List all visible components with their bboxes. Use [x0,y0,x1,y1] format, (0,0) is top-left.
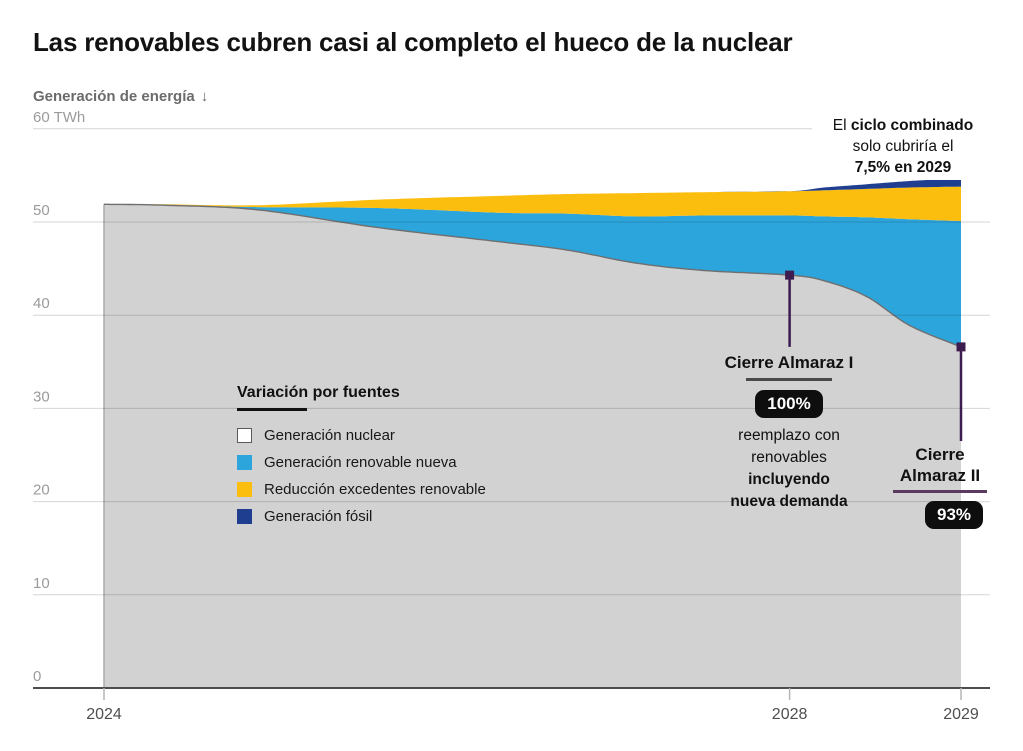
almaraz2-title-line1: Cierre [915,445,965,464]
almaraz1-note-line2: renovables [751,448,827,466]
closure-marker [956,342,966,352]
surplus-swatch-icon [237,482,252,497]
almaraz1-title: Cierre Almaraz I [724,353,854,372]
combined-cycle-line3: 7,5% en 2029 [854,159,952,176]
y-tick-label: 30 [33,388,50,405]
fossil-swatch-icon [237,509,252,524]
combined-cycle-line2: solo cubriría el [852,138,954,155]
legend-label: Generación nuclear [264,427,395,444]
legend-item-surplus: Reducción excedentes renovable [237,481,486,498]
closure-marker [785,270,795,280]
annotation-almaraz1: Cierre Almaraz I 100% reemplazo con reno… [701,352,877,513]
x-tick-label: 2024 [86,706,122,723]
almaraz1-note-line3: incluyendo [748,470,830,488]
annotation-combined-cycle: El ciclo combinado solo cubriría el 7,5%… [812,113,994,180]
legend: Variación por fuentes Generación nuclear… [237,384,486,535]
down-arrow-icon: ↓ [200,88,209,105]
band-1 [104,204,961,347]
y-tick-label: 10 [33,575,50,592]
legend-item-fossil: Generación fósil [237,508,486,525]
y-axis-title-text: Generación de energía [33,88,195,105]
combined-cycle-line1-bold: ciclo combinado [850,117,974,134]
band-2 [104,186,961,222]
y-axis-title: Generación de energía ↓ [33,88,208,105]
x-tick-label: 2028 [772,706,808,723]
legend-label: Reducción excedentes renovable [264,481,486,498]
almaraz1-note-line1: reemplazo con [738,426,840,444]
almaraz2-badge: 93% [924,500,984,529]
legend-label: Generación renovable nueva [264,454,457,471]
legend-item-nuclear: Generación nuclear [237,427,486,444]
almaraz1-note: reemplazo con renovables incluyendo nuev… [701,425,877,513]
x-tick-label: 2029 [943,706,979,723]
almaraz2-underline [893,490,987,493]
chart-title: Las renovables cubren casi al completo e… [33,27,793,57]
y-tick-label: 40 [33,295,50,312]
almaraz1-badge-wrap: 100% [701,389,877,418]
almaraz1-note-line4: nueva demanda [730,492,848,510]
y-tick-label: 50 [33,202,50,219]
combined-cycle-line1-pre: El [832,117,851,134]
nuclear-boundary-line [104,203,962,348]
y-tick-label: 0 [33,668,41,685]
almaraz2-title-line2: Almaraz II [899,466,981,485]
legend-title: Variación por fuentes [237,384,400,401]
y-tick-label: 60 TWh [33,109,85,126]
nuclear-swatch-icon [237,428,252,443]
legend-label: Generación fósil [264,508,373,525]
legend-underline [237,408,307,411]
almaraz1-underline [746,378,832,381]
renewable-swatch-icon [237,455,252,470]
y-tick-label: 20 [33,482,50,499]
band-0 [104,204,961,689]
legend-item-renewable: Generación renovable nueva [237,454,486,471]
almaraz2-badge-wrap: 93% [884,500,996,529]
combined-cycle-line1: El ciclo combinado [812,115,994,136]
annotation-almaraz2: Cierre Almaraz II 93% [884,444,996,529]
almaraz1-badge: 100% [755,389,823,418]
